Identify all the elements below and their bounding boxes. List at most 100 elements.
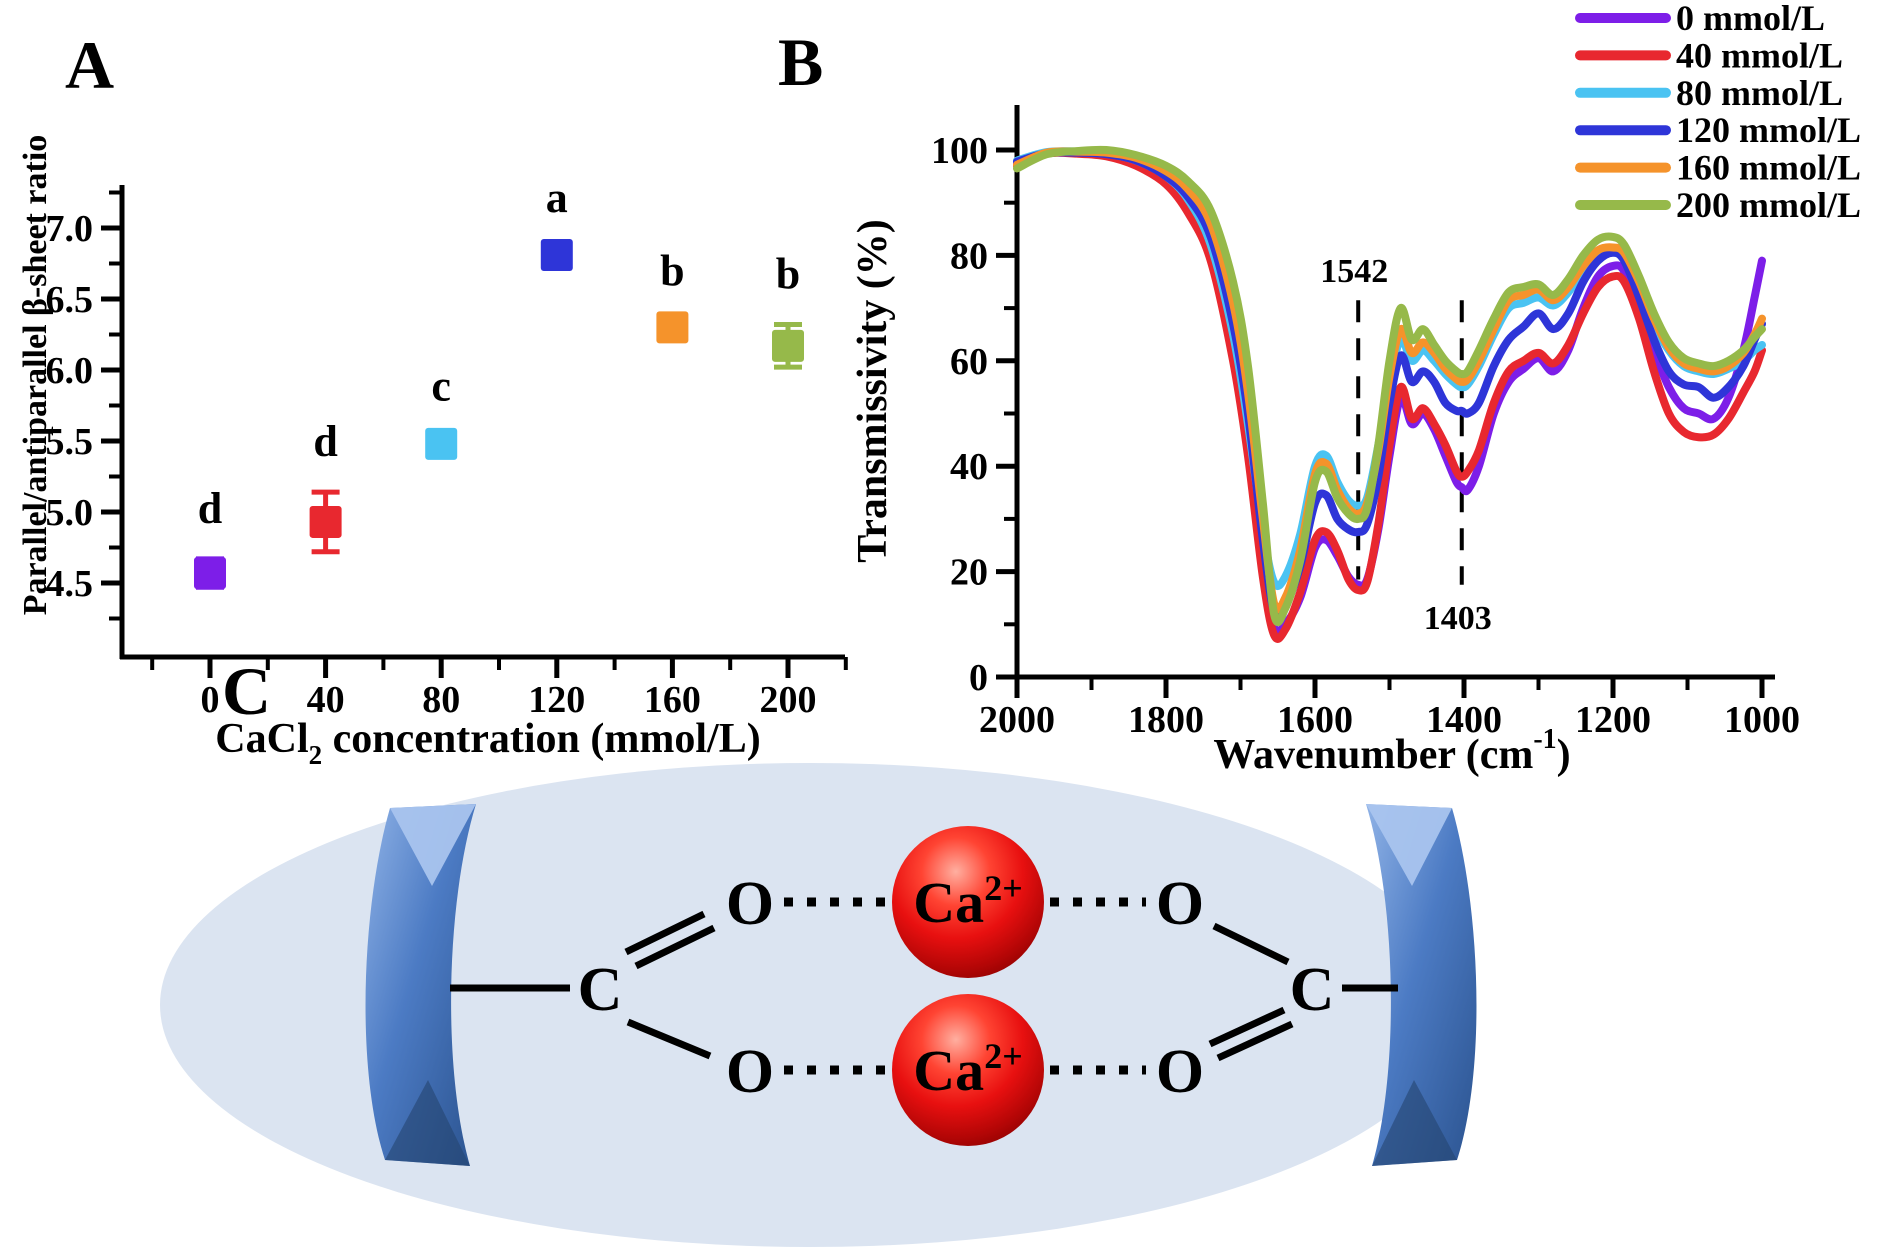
oxygen-label-top-left: O xyxy=(726,870,774,938)
y-tick-label: 100 xyxy=(931,130,988,172)
square-marker xyxy=(425,427,458,460)
data-point-group: d xyxy=(309,417,342,555)
y-tick-label: 0 xyxy=(969,657,988,699)
data-point-group: b xyxy=(772,250,804,370)
legend-label: 160 mmol/L xyxy=(1676,148,1861,188)
x-tick-label: 120 xyxy=(528,679,585,721)
panel-b-y-axis-title: Transmissivity (%) xyxy=(850,219,896,562)
panel-a-data-points: d d c a b b xyxy=(194,173,804,590)
oxygen-label-bottom-left: O xyxy=(726,1038,774,1106)
x-tick-label: 1600 xyxy=(1277,699,1353,741)
square-marker xyxy=(772,329,804,362)
panel-b: B 2000 1800 1600 1400 1200 1000 0 20 40 60 80 100 1… xyxy=(778,0,1861,778)
oxygen-label-bottom-right: O xyxy=(1156,1038,1204,1106)
legend-item: 80 mmol/L xyxy=(1575,73,1843,113)
legend-label: 120 mmol/L xyxy=(1676,110,1861,150)
single-bond-right xyxy=(1212,922,1290,966)
x-tick-label: 1800 xyxy=(1128,699,1204,741)
calcium-label-bottom: Ca2+ xyxy=(913,1036,1022,1103)
panel-b-ticks: 2000 1800 1600 1400 1200 1000 0 20 40 60 80 100 xyxy=(931,130,1800,741)
y-tick-label: 6.0 xyxy=(46,350,94,392)
y-tick-label: 60 xyxy=(950,341,988,383)
x-tick-label: 2000 xyxy=(979,699,1055,741)
y-tick-label: 5.5 xyxy=(46,421,94,463)
significance-letter: b xyxy=(660,247,684,296)
strand-body xyxy=(1366,804,1477,1166)
strand-bottom-crease xyxy=(1372,1080,1457,1166)
bond-lines xyxy=(450,910,1398,1062)
y-tick-label: 20 xyxy=(950,552,988,594)
strand-top-crease xyxy=(390,804,476,886)
square-marker xyxy=(194,557,226,590)
data-point-group: a xyxy=(540,173,573,271)
legend-item: 120 mmol/L xyxy=(1575,110,1861,150)
wavenumber-annotation: 1403 xyxy=(1424,600,1492,637)
calcium-label-top: Ca2+ xyxy=(913,868,1022,935)
calcium-ion-sphere-bottom xyxy=(892,994,1044,1146)
y-tick-label: 6.5 xyxy=(46,279,94,321)
square-marker xyxy=(309,505,342,538)
spectrum-curve xyxy=(1013,148,1766,643)
legend-item: 40 mmol/L xyxy=(1575,35,1843,75)
significance-letter: d xyxy=(313,417,337,466)
x-tick-label: 40 xyxy=(307,679,345,721)
y-tick-label: 40 xyxy=(950,446,988,488)
panel-b-x-axis-title: Wavenumber (cm-1) xyxy=(1213,724,1570,778)
panel-a-y-axis-title: Parallel/antiparallel β-sheet ratio xyxy=(17,135,54,616)
y-tick-label: 80 xyxy=(950,235,988,277)
legend-label: 40 mmol/L xyxy=(1676,35,1843,75)
significance-letter: b xyxy=(776,250,800,299)
protein-strand-right xyxy=(1366,804,1477,1166)
data-point-group: c xyxy=(425,362,458,460)
strand-bottom-crease xyxy=(385,1080,470,1166)
data-point-group: b xyxy=(656,247,689,344)
significance-letter: c xyxy=(431,362,451,411)
legend-label: 0 mmol/L xyxy=(1676,0,1825,38)
panel-a-letter: A xyxy=(65,27,114,103)
x-tick-label: 80 xyxy=(422,679,460,721)
strand-body xyxy=(365,804,476,1166)
single-bond-left xyxy=(626,1018,712,1060)
strand-top-crease xyxy=(1366,804,1452,886)
oxygen-label-top-right: O xyxy=(1156,870,1204,938)
significance-letter: a xyxy=(546,173,568,222)
x-tick-label: 200 xyxy=(760,679,817,721)
panel-a: A 0 40 80 120 160 200 4.5 5.0 5.5 6.0 6.5 7.0 d d c a b… xyxy=(17,27,848,770)
double-bond-left-1 xyxy=(624,910,706,956)
membrane-background-ellipse xyxy=(160,763,1460,1247)
panel-b-curves xyxy=(1013,145,1766,643)
square-marker xyxy=(540,238,573,271)
legend-item: 200 mmol/L xyxy=(1575,185,1861,225)
legend-label: 80 mmol/L xyxy=(1676,73,1843,113)
calcium-ion-sphere-top xyxy=(892,826,1044,978)
spectrum-curve xyxy=(1013,145,1766,627)
y-tick-label: 5.0 xyxy=(46,492,94,534)
legend-label: 200 mmol/L xyxy=(1676,185,1861,225)
carbon-label-right: C xyxy=(1290,956,1335,1024)
legend-item: 160 mmol/L xyxy=(1575,148,1861,188)
square-marker xyxy=(656,311,689,344)
double-bond-right-2 xyxy=(1216,1020,1294,1062)
protein-strand-left xyxy=(365,804,476,1166)
y-tick-label: 7.0 xyxy=(46,208,94,250)
double-bond-right-1 xyxy=(1208,1006,1286,1048)
x-tick-label: 1200 xyxy=(1575,699,1651,741)
panel-b-letter: B xyxy=(778,24,823,100)
wavenumber-annotation: 1542 xyxy=(1320,253,1388,290)
x-tick-label: 0 xyxy=(201,679,220,721)
panel-a-ticks: 0 40 80 120 160 200 4.5 5.0 5.5 6.0 6.5 7.0 xyxy=(46,190,848,721)
y-tick-label: 4.5 xyxy=(46,563,94,605)
x-tick-label: 160 xyxy=(644,679,701,721)
panel-a-x-axis-title: CaCl2 concentration (mmol/L) xyxy=(215,716,760,770)
x-tick-label: 1000 xyxy=(1724,699,1800,741)
legend-item: 0 mmol/L xyxy=(1575,0,1825,38)
ionic-bond-dots xyxy=(784,897,1146,1075)
panel-b-annotations: 1542 1403 xyxy=(1320,253,1492,637)
x-tick-label: 1400 xyxy=(1426,699,1502,741)
panel-c: C xyxy=(160,653,1477,1247)
carbon-label-left: C xyxy=(578,956,623,1024)
panel-c-letter: C xyxy=(222,653,271,729)
significance-letter: d xyxy=(198,484,222,533)
